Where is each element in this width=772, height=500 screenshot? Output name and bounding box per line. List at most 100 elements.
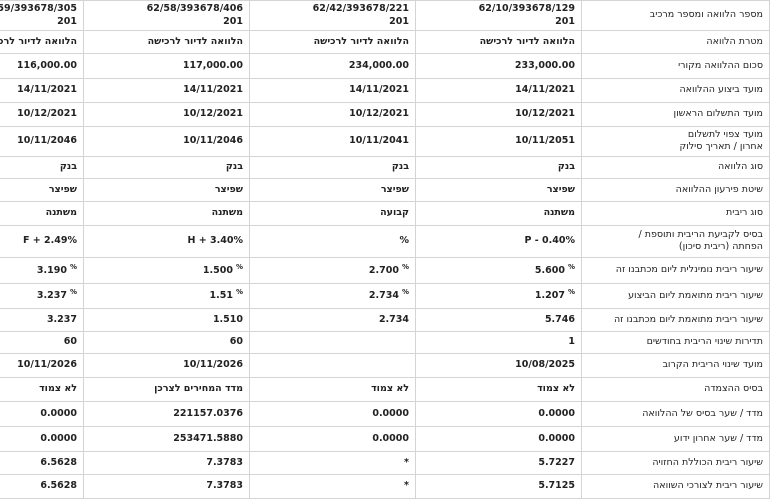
row-label: מועד צפוי לתשלום אחרון / תאריך סילוק xyxy=(581,126,770,157)
table-row: תדירות שינוי הריבית בחודשים 1 60 60 xyxy=(0,330,770,354)
cell-value xyxy=(249,352,416,378)
table-row: מועד ביצוע ההלוואה 14/11/2021 14/11/2021 14… xyxy=(0,78,770,103)
row-label: בסיס ההצמדה xyxy=(581,376,770,402)
cell-value: 10/11/2041 xyxy=(249,126,416,157)
table-row: שיעור ריבית לצורכי השוואה 5.7125 * 7.3783 6.… xyxy=(0,473,770,499)
cell-value: 5.746 xyxy=(415,307,582,332)
cell-value: 7.3783 xyxy=(83,450,250,475)
cell-value: 117,000.00 xyxy=(83,53,250,79)
number: F + 2.49% xyxy=(22,235,77,247)
value-text: H + 3.40% xyxy=(188,235,243,247)
cell-value: 62/42/393678/221 201 xyxy=(249,0,416,31)
table-row: שיעור ריבית מתואמת ליום מכתבנו זה 5.746 2.… xyxy=(0,307,770,332)
cell-value: P - 0.40% xyxy=(415,224,582,258)
value-text: 3.190% xyxy=(37,263,77,278)
cell-value: הלוואה לדיור לרכישה xyxy=(83,30,250,54)
table-row: מועד התשלום הראשון 10/12/2021 10/12/2021 10… xyxy=(0,102,770,127)
cell-value: 7.3783 xyxy=(83,473,250,499)
row-label: שיעור ריבית נומינלית ליום מכתבנו זה xyxy=(581,256,770,284)
table-row: שיעור ריבית מתואמת ליום הביצוע 1.207% 2.73… xyxy=(0,282,770,309)
cell-value: 14/11/2021 xyxy=(0,78,84,103)
cell-value: 1.510 xyxy=(83,307,250,332)
cell-value: 3.237% xyxy=(0,282,84,309)
value-text: 1.500% xyxy=(203,263,243,278)
cell-value: בנק xyxy=(415,155,582,179)
cell-value: 14/11/2021 xyxy=(249,78,416,103)
cell-value: 60 xyxy=(0,330,84,354)
unit: % xyxy=(401,262,409,271)
table-row: מספר הלוואה ומספר מרכיב 62/10/393678/129 … xyxy=(0,0,770,31)
cell-value: 10/12/2021 xyxy=(83,102,250,127)
cell-value: 5.7125 xyxy=(415,473,582,499)
cell-value: הלוואה לדיור לרכישה xyxy=(415,30,582,54)
cell-value: 10/11/2026 xyxy=(0,352,84,378)
cell-value: 116,000.00 xyxy=(0,53,84,79)
cell-value: 0.0000 xyxy=(0,425,84,452)
row-label: שיעור ריבית הכוללת החזויה xyxy=(581,450,770,475)
cell-value xyxy=(249,330,416,354)
unit: % xyxy=(567,262,575,271)
cell-value: * xyxy=(249,473,416,499)
value-text: P - 0.40% xyxy=(525,235,575,247)
row-label: מדד / שער אחרון ידוע xyxy=(581,425,770,452)
row-label: שיעור ריבית מתואמת ליום הביצוע xyxy=(581,282,770,309)
cell-value: משתנה xyxy=(83,200,250,226)
cell-value: שפיצר xyxy=(0,177,84,202)
row-label: שיעור ריבית לצורכי השוואה xyxy=(581,473,770,499)
cell-value: H + 3.40% xyxy=(83,224,250,258)
table-row: בסיס לקביעת הריבית ותוספת / הפחתה (ריבית… xyxy=(0,224,770,258)
cell-value: 10/11/2046 xyxy=(0,126,84,157)
table-row: מועד צפוי לתשלום אחרון / תאריך סילוק 10/1… xyxy=(0,126,770,157)
table-row: בסיס ההצמדה לא צמוד לא צמוד מדד המחירים לצר… xyxy=(0,376,770,402)
table-row: מדד / שער אחרון ידוע 0.0000 0.0000 253471.5… xyxy=(0,425,770,452)
cell-value: 10/12/2021 xyxy=(0,102,84,127)
cell-value: 14/11/2021 xyxy=(83,78,250,103)
value-text: F + 2.49% xyxy=(23,235,77,247)
cell-value: 62/10/393678/129 201 xyxy=(415,0,582,31)
row-label: שיעור ריבית מתואמת ליום מכתבנו זה xyxy=(581,307,770,332)
row-label: סוג הלוואה xyxy=(581,155,770,179)
cell-value: 10/11/2051 xyxy=(415,126,582,157)
unit: % xyxy=(235,288,243,297)
table-row: סוג ריבית משתנה קבועה משתנה משתנה xyxy=(0,200,770,226)
cell-value: 2.734% xyxy=(249,282,416,309)
cell-value: שפיצר xyxy=(249,177,416,202)
cell-value: 10/08/2025 xyxy=(415,352,582,378)
cell-value: שפיצר xyxy=(415,177,582,202)
cell-value: קבועה xyxy=(249,200,416,226)
value-text: % xyxy=(399,235,409,247)
cell-value: 6.5628 xyxy=(0,450,84,475)
table-row: סוג הלוואה בנק בנק בנק בנק xyxy=(0,155,770,179)
number: H + 3.40% xyxy=(187,235,243,247)
cell-value: 62/58/393678/406 201 xyxy=(83,0,250,31)
cell-value: 0.0000 xyxy=(249,425,416,452)
row-label: מועד התשלום הראשון xyxy=(581,102,770,127)
cell-value: 233,000.00 xyxy=(415,53,582,79)
cell-value: 14/11/2021 xyxy=(415,78,582,103)
cell-value: 10/12/2021 xyxy=(249,102,416,127)
cell-value: 1.207% xyxy=(415,282,582,309)
cell-value: משתנה xyxy=(0,200,84,226)
row-label: מטרת הלוואה xyxy=(581,30,770,54)
row-label: מספר הלוואה ומספר מרכיב xyxy=(581,0,770,31)
row-label: סוג ריבית xyxy=(581,200,770,226)
cell-value: * xyxy=(249,450,416,475)
number: 2.734 xyxy=(368,290,399,302)
cell-value: שפיצר xyxy=(83,177,250,202)
cell-value: 0.0000 xyxy=(249,400,416,427)
cell-value: 10/11/2026 xyxy=(83,352,250,378)
cell-value: לא צמוד xyxy=(415,376,582,402)
number: P - 0.40% xyxy=(524,235,575,247)
table-row: סכום ההלוואה מקורי 233,000.00 234,000.00 11… xyxy=(0,53,770,79)
number: 2.700 xyxy=(368,265,399,277)
cell-value: מדד המחירים לצרכן xyxy=(83,376,250,402)
cell-value: 2.734 xyxy=(249,307,416,332)
number: % xyxy=(399,235,409,247)
cell-value: 1 xyxy=(415,330,582,354)
cell-value: 253471.5880 xyxy=(83,425,250,452)
row-label: תדירות שינוי הריבית בחודשים xyxy=(581,330,770,354)
unit: % xyxy=(69,262,77,271)
number: 1.207 xyxy=(534,290,565,302)
table-row: שיעור ריבית נומינלית ליום מכתבנו זה 5.600… xyxy=(0,256,770,284)
